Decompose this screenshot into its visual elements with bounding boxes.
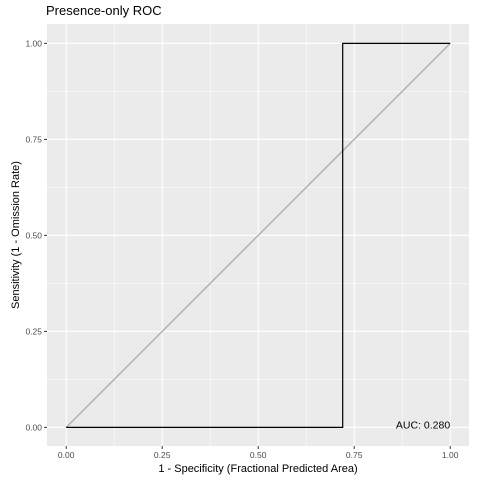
x-axis: 0.00 0.25 0.50 0.75 1.00	[58, 446, 459, 460]
y-tick-label: 0.00	[25, 422, 42, 432]
x-tick-label: 1.00	[442, 450, 459, 460]
series-lines	[65, 42, 451, 428]
reference-diagonal-line	[65, 42, 451, 428]
x-tick-label: 0.00	[58, 450, 75, 460]
x-tick-label: 0.25	[154, 450, 171, 460]
y-tick-label: 1.00	[25, 38, 42, 48]
x-tick-label: 0.75	[346, 450, 363, 460]
y-tick-label: 0.25	[25, 326, 42, 336]
y-axis-title: Sensitivity (1 - Omission Rate)	[10, 161, 22, 309]
x-axis-title: 1 - Specificity (Fractional Predicted Ar…	[158, 463, 357, 475]
auc-annotation: AUC: 0.280	[396, 419, 450, 431]
y-tick-label: 0.75	[25, 134, 42, 144]
chart-title: Presence-only ROC	[46, 3, 162, 18]
y-tick-label: 0.50	[25, 230, 42, 240]
roc-curve-line	[66, 42, 451, 428]
y-axis: 0.00 0.25 0.50 0.75 1.00	[25, 38, 47, 432]
x-tick-label: 0.50	[250, 450, 267, 460]
